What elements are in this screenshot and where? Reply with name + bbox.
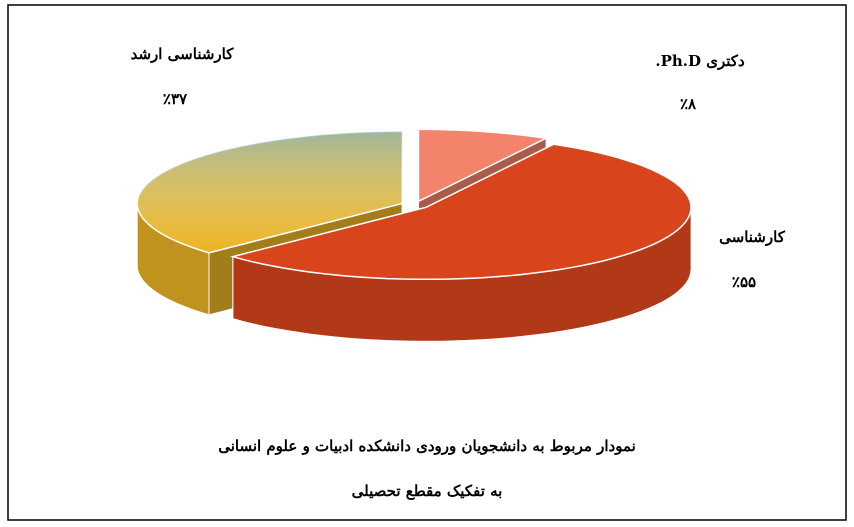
slice-sky: [137, 131, 403, 253]
slice: [230, 143, 692, 281]
chart-title: نمودار مربوط به دانشجویان ورودی دانشکده …: [218, 437, 636, 455]
slice: [417, 128, 549, 203]
category-label: کارشناسی ارشد: [131, 45, 235, 63]
pie: [136, 128, 692, 342]
category-label: کارشناسی: [719, 228, 786, 246]
category-label: دکتری Ph.D.: [655, 52, 745, 70]
value-label: ٪۳۷: [163, 90, 188, 108]
value-label: ٪۸: [680, 95, 697, 113]
value-label: ٪۵۵: [732, 273, 756, 291]
chart-subtitle: به تفکیک مقطع تحصیلی: [352, 482, 503, 500]
